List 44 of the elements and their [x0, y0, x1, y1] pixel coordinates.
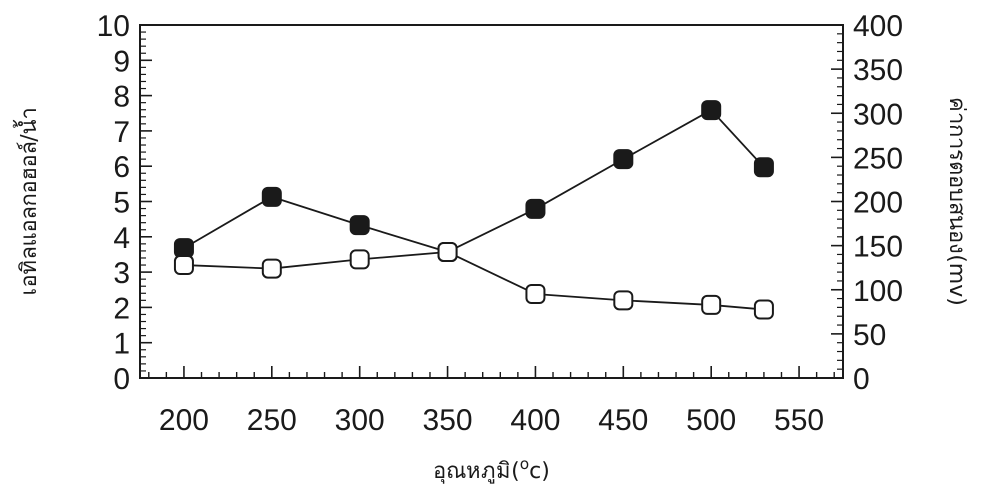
point — [262, 186, 282, 207]
x-tick-label: 300 — [334, 404, 385, 437]
y-tick-label: 0 — [113, 363, 130, 396]
y-tick-label: 3 — [113, 257, 130, 290]
y-tick-label: 10 — [96, 10, 130, 43]
x-tick-label: 500 — [686, 404, 736, 437]
point — [701, 100, 722, 120]
y-tick-label: 9 — [113, 45, 130, 78]
point — [701, 294, 722, 315]
point — [754, 157, 774, 178]
y-tick-label: 5 — [113, 186, 130, 220]
y-axis-title: เอทิลแอลกอฮอล์/น้ำ — [13, 107, 42, 296]
point — [525, 198, 546, 219]
point — [613, 290, 634, 310]
y2-tick-label: 50 — [853, 318, 886, 352]
y-tick-label: 7 — [113, 116, 130, 149]
y-tick-label: 1 — [113, 328, 130, 361]
y-tick-label: 6 — [113, 151, 130, 184]
y2-tick-label: 0 — [853, 363, 870, 396]
point — [525, 284, 546, 304]
point — [350, 215, 370, 236]
y-tick-label: 8 — [113, 80, 130, 114]
y2-tick-label: 200 — [853, 186, 904, 220]
y2-tick-label: 100 — [853, 274, 904, 308]
point — [754, 300, 774, 320]
y2-tick-label: 350 — [853, 54, 904, 88]
x-tick-label: 400 — [510, 404, 560, 437]
y2-tick-label: 300 — [853, 98, 904, 132]
y-tick-label: 4 — [113, 222, 130, 255]
point — [262, 258, 282, 279]
x-tick-label: 200 — [158, 404, 209, 437]
point — [174, 255, 194, 276]
y2-tick-label: 150 — [853, 230, 904, 264]
x-tick-label: 250 — [246, 404, 297, 437]
y2-tick-label: 250 — [853, 142, 904, 176]
x-tick-label: 550 — [774, 404, 824, 437]
x-tick-label: 350 — [422, 404, 473, 437]
x-tick-label: 450 — [598, 404, 648, 437]
y2-axis-title: ค่าการตอบสนอง(mv) — [944, 97, 969, 306]
point — [613, 149, 634, 170]
y2-tick-label: 400 — [853, 10, 904, 43]
point — [350, 249, 370, 270]
y-tick-label: 2 — [113, 292, 130, 326]
x-axis-title: อุณหภูมิ($^{o}$c) — [433, 455, 550, 484]
